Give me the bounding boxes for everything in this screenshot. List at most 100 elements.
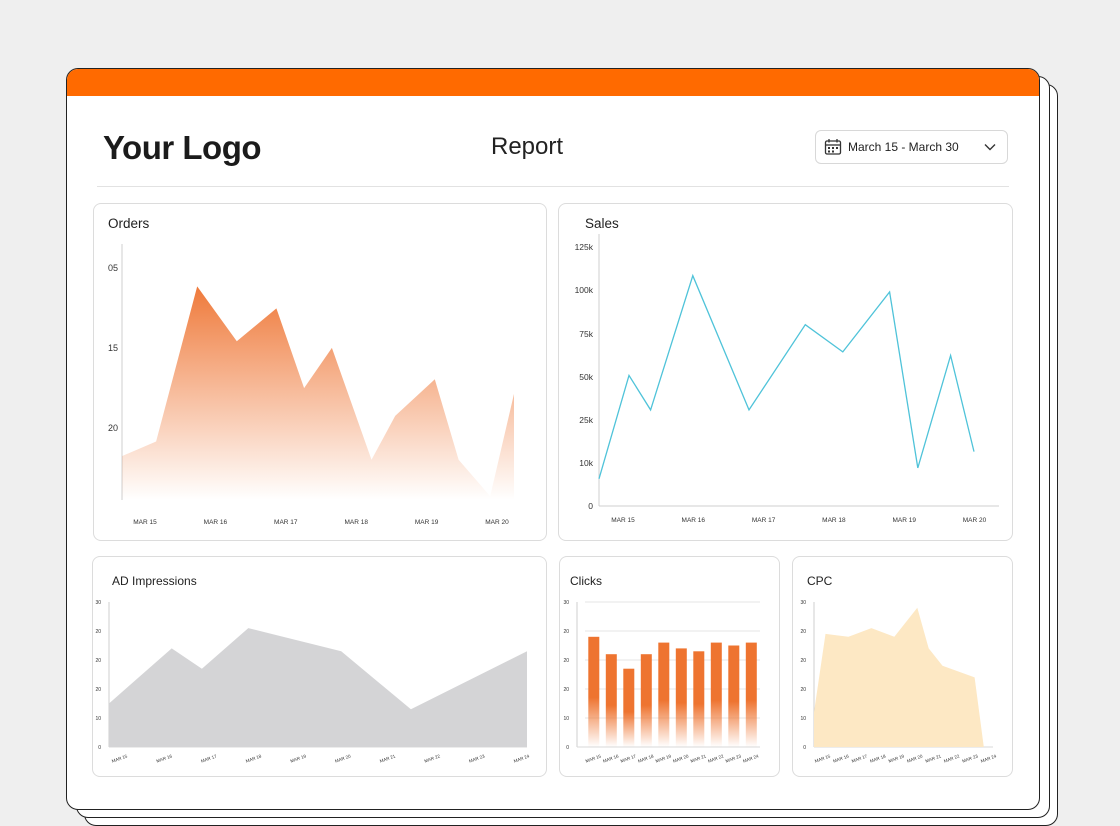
y-tick-label: 30 bbox=[563, 600, 569, 606]
x-tick-label: MAR 22 bbox=[943, 753, 960, 763]
x-tick-label: MAR 24 bbox=[980, 753, 997, 763]
y-tick-label: 0 bbox=[588, 501, 593, 511]
chevron-down-icon bbox=[984, 144, 996, 151]
logo-text: Your Logo bbox=[103, 129, 262, 166]
y-tick-label: 20 bbox=[800, 629, 806, 635]
clicks-bar bbox=[693, 651, 705, 747]
x-tick-label: MAR 20 bbox=[485, 519, 509, 526]
x-tick-label: MAR 19 bbox=[655, 753, 672, 763]
x-tick-label: MAR 15 bbox=[111, 753, 128, 763]
y-tick-label: 05 bbox=[108, 263, 118, 273]
clicks-bar bbox=[745, 642, 757, 747]
clicks-bar bbox=[658, 642, 670, 747]
cpc-card: CPC 0 10 20 20 20 30 MAR 15 MAR 16 MAR 17 MAR 18 M… bbox=[792, 556, 1013, 777]
cpc-area bbox=[814, 607, 984, 747]
cpc-title: CPC bbox=[807, 574, 833, 588]
cpc-chart: 0 10 20 20 20 30 MAR 15 MAR 16 MAR 17 MAR 18 MAR 1… bbox=[800, 600, 997, 764]
y-tick-label: 20 bbox=[563, 629, 569, 635]
x-tick-label: MAR 21 bbox=[379, 753, 396, 763]
y-tick-label: 20 bbox=[563, 687, 569, 693]
y-tick-label: 20 bbox=[95, 629, 101, 635]
y-tick-label: 10 bbox=[800, 716, 806, 722]
clicks-title: Clicks bbox=[570, 574, 602, 588]
sales-card: Sales 0 10k 25k 50k 75k 100k 125k MAR 15 MAR 16 M… bbox=[558, 203, 1013, 541]
y-tick-label: 25k bbox=[579, 415, 593, 425]
sales-title: Sales bbox=[585, 216, 619, 231]
clicks-card: Clicks 0 10 20 20 20 30 MAR 15 MAR 16 MAR 17 MAR … bbox=[559, 556, 780, 777]
x-tick-label: MAR 18 bbox=[637, 753, 654, 763]
impressions-chart: 0 10 20 20 20 30 MAR 15 MAR 16 MAR 17 MAR 18 MAR 1… bbox=[95, 600, 530, 764]
date-range-label: March 15 - March 30 bbox=[848, 140, 959, 154]
clicks-bar bbox=[640, 654, 652, 747]
clicks-bar bbox=[588, 636, 600, 747]
x-tick-label: MAR 18 bbox=[344, 519, 368, 526]
y-tick-label: 0 bbox=[566, 745, 569, 751]
y-tick-label: 15 bbox=[108, 343, 118, 353]
y-tick-label: 100k bbox=[575, 285, 594, 295]
x-tick-label: MAR 16 bbox=[682, 517, 706, 524]
report-page: Your Logo Report March 15 - March 30 Ord… bbox=[66, 68, 1040, 810]
y-tick-label: 20 bbox=[800, 687, 806, 693]
x-tick-label: MAR 23 bbox=[725, 753, 742, 763]
x-tick-label: MAR 17 bbox=[620, 753, 637, 763]
x-tick-label: MAR 20 bbox=[906, 753, 923, 763]
x-tick-label: MAR 15 bbox=[814, 753, 831, 763]
y-tick-label: 10k bbox=[579, 458, 593, 468]
x-tick-label: MAR 20 bbox=[334, 753, 351, 763]
x-tick-label: MAR 17 bbox=[200, 753, 217, 763]
orders-chart: 05 15 20 MAR 15 MAR 16 MAR 17 MAR 18 MAR 19 MAR … bbox=[108, 244, 514, 526]
y-tick-label: 30 bbox=[800, 600, 806, 606]
x-tick-label: MAR 19 bbox=[290, 753, 307, 763]
x-tick-label: MAR 21 bbox=[925, 753, 942, 763]
header-divider bbox=[97, 186, 1009, 187]
x-tick-label: MAR 16 bbox=[156, 753, 173, 763]
x-tick-label: MAR 16 bbox=[602, 753, 619, 763]
y-tick-label: 30 bbox=[95, 600, 101, 606]
x-tick-label: MAR 20 bbox=[963, 517, 987, 524]
x-tick-label: MAR 16 bbox=[204, 519, 228, 526]
y-tick-label: 10 bbox=[563, 716, 569, 722]
x-tick-label: MAR 17 bbox=[851, 753, 868, 763]
x-tick-label: MAR 22 bbox=[424, 753, 441, 763]
y-tick-label: 20 bbox=[800, 658, 806, 664]
y-tick-label: 0 bbox=[803, 745, 806, 751]
x-tick-label: MAR 15 bbox=[133, 519, 157, 526]
x-tick-label: MAR 23 bbox=[468, 753, 485, 763]
clicks-bar bbox=[623, 668, 635, 747]
x-tick-label: MAR 15 bbox=[585, 753, 602, 763]
x-tick-label: MAR 18 bbox=[869, 753, 886, 763]
y-tick-label: 20 bbox=[95, 687, 101, 693]
date-range-picker[interactable]: March 15 - March 30 bbox=[815, 130, 1008, 164]
x-tick-label: MAR 16 bbox=[832, 753, 849, 763]
x-tick-label: MAR 17 bbox=[752, 517, 776, 524]
x-tick-label: MAR 23 bbox=[962, 753, 979, 763]
page-title: Report bbox=[491, 133, 564, 160]
y-tick-label: 10 bbox=[95, 716, 101, 722]
y-tick-label: 50k bbox=[579, 372, 593, 382]
x-tick-label: MAR 19 bbox=[415, 519, 439, 526]
clicks-bar bbox=[728, 645, 740, 747]
orders-title: Orders bbox=[108, 216, 150, 231]
clicks-bar bbox=[710, 642, 722, 747]
x-tick-label: MAR 19 bbox=[892, 517, 916, 524]
x-tick-label: MAR 20 bbox=[672, 753, 689, 763]
accent-bar bbox=[67, 69, 1039, 96]
x-tick-label: MAR 17 bbox=[274, 519, 298, 526]
x-tick-label: MAR 19 bbox=[888, 753, 905, 763]
clicks-bar bbox=[605, 654, 617, 747]
impressions-title: AD Impressions bbox=[112, 574, 197, 588]
y-tick-label: 0 bbox=[98, 745, 101, 751]
y-tick-label: 20 bbox=[95, 658, 101, 664]
y-tick-label: 75k bbox=[579, 329, 593, 339]
calendar-icon bbox=[824, 139, 842, 155]
x-tick-label: MAR 24 bbox=[742, 753, 759, 763]
impressions-area bbox=[109, 628, 527, 747]
clicks-chart: 0 10 20 20 20 30 MAR 15 MAR 16 MAR 17 MAR 18 MAR 1… bbox=[563, 600, 760, 764]
clicks-bar bbox=[675, 648, 687, 747]
sales-line bbox=[598, 273, 975, 479]
x-tick-label: MAR 15 bbox=[611, 517, 635, 524]
x-tick-label: MAR 24 bbox=[513, 753, 530, 763]
x-tick-label: MAR 18 bbox=[822, 517, 846, 524]
x-tick-label: MAR 22 bbox=[707, 753, 724, 763]
sales-chart: 0 10k 25k 50k 75k 100k 125k MAR 15 MAR 16 MAR 17 M… bbox=[575, 234, 999, 524]
